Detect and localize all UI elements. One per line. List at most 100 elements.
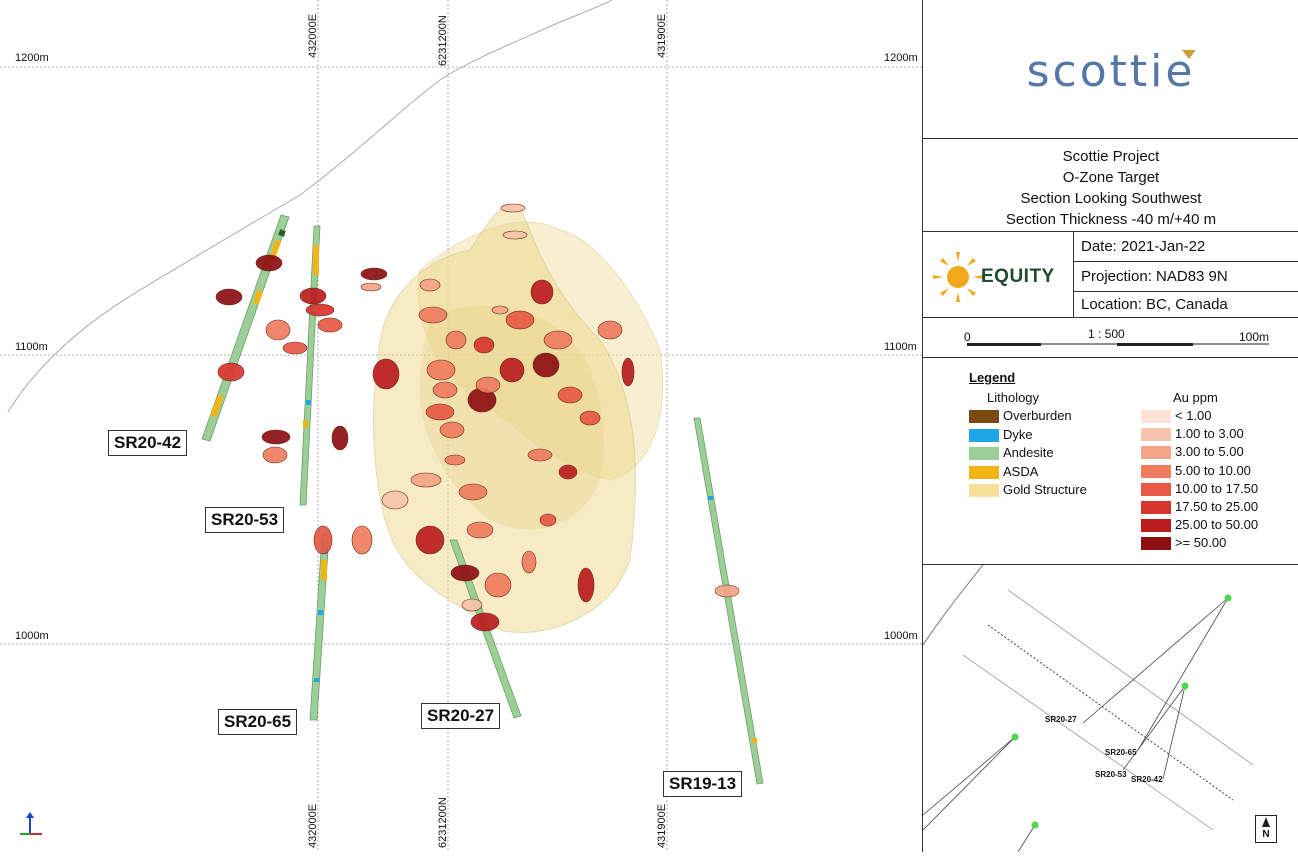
au-label: 5.00 to 10.00 — [1175, 462, 1251, 478]
assay-disc — [502, 230, 528, 240]
assay-disc — [445, 330, 467, 350]
au-swatch — [1141, 537, 1171, 551]
assay-disc — [530, 279, 554, 305]
assay-disc — [505, 310, 535, 330]
inset-label-sr20-42: SR20-42 — [1131, 775, 1163, 784]
scottie-logo: scottie — [1026, 46, 1196, 97]
au-swatch — [1141, 410, 1171, 424]
au-label: 1.00 to 3.00 — [1175, 426, 1244, 442]
coord-label-432000e-bottom: 432000E — [307, 803, 319, 848]
scale-end: 100m — [1239, 330, 1270, 344]
assay-disc — [714, 584, 740, 598]
assay-disc — [521, 550, 537, 574]
au-swatch — [1141, 501, 1171, 515]
assay-disc — [372, 358, 400, 390]
inset-label-sr20-65: SR20-65 — [1105, 748, 1137, 757]
hole-label-sr20-42: SR20-42 — [108, 430, 188, 456]
coord-label-6231200n-top: 6231200N — [437, 15, 449, 66]
assay-disc — [466, 521, 494, 539]
hole-label-sr19-13: SR19-13 — [663, 771, 743, 797]
inset-label-sr20-27: SR20-27 — [1045, 715, 1077, 724]
scale-start: 0 — [964, 330, 971, 344]
sun-logo-icon — [933, 252, 983, 302]
lithology-title: Lithology — [987, 390, 1040, 405]
au-item: 17.50 to 25.00 — [1141, 499, 1259, 515]
assay-disc — [527, 448, 553, 462]
assay-disc — [313, 525, 333, 555]
elevation-label-1200-left: 1200m — [15, 52, 49, 64]
title-line-3: Section Looking Southwest — [1020, 190, 1202, 207]
assay-disc — [539, 513, 557, 527]
legend-title: Legend — [969, 370, 1016, 385]
au-swatch — [1141, 446, 1171, 460]
coord-label-6231200n-bottom: 6231200N — [437, 797, 449, 848]
inset-collar-icon — [1224, 594, 1232, 602]
scale-ratio: 1 : 500 — [1088, 327, 1125, 341]
assay-disc — [215, 288, 243, 306]
lithology-label: ASDA — [1003, 463, 1039, 479]
assay-disc — [418, 306, 448, 324]
assay-disc — [543, 330, 573, 350]
logo-accent-icon — [1182, 50, 1196, 59]
assay-disc — [491, 305, 509, 315]
title-line-1: Scottie Project — [1062, 148, 1160, 165]
assay-disc — [500, 203, 526, 213]
assay-disc — [557, 386, 583, 404]
hole-trace-sr19-13 — [693, 417, 764, 785]
assay-disc — [532, 352, 560, 378]
north-arrow-icon: N — [1255, 815, 1277, 843]
title-box: Scottie Project O-Zone Target Section Lo… — [923, 139, 1298, 232]
assay-disc — [499, 357, 525, 383]
assay-disc — [217, 362, 245, 382]
au-label: >= 50.00 — [1175, 535, 1227, 551]
lithology-swatch — [969, 428, 999, 442]
inset-collar-icon — [1181, 682, 1189, 690]
lithology-label: Overburden — [1003, 408, 1072, 423]
date-field: Date: 2021-Jan-22 — [1073, 232, 1298, 262]
topography-line — [7, 0, 613, 413]
scale-bar — [967, 343, 1269, 346]
lithology-item: Andesite — [969, 445, 1054, 461]
coord-label-432000e-top: 432000E — [307, 13, 319, 58]
assay-disc — [381, 490, 409, 510]
assay-disc — [426, 359, 456, 381]
company-box — [923, 232, 1298, 318]
hole-label-sr20-65: SR20-65 — [218, 709, 298, 735]
au-item: < 1.00 — [1141, 408, 1212, 424]
assay-disc — [299, 287, 327, 305]
lithology-swatch — [969, 447, 999, 461]
title-panel: scottie Scottie Project O-Zone Target Se… — [922, 0, 1298, 852]
inset-collar-icon — [1011, 733, 1019, 741]
lithology-label: Andesite — [1003, 445, 1054, 460]
north-label: N — [1262, 829, 1270, 840]
au-item: 1.00 to 3.00 — [1141, 426, 1244, 442]
assay-disc — [305, 303, 335, 317]
au-label: 17.50 to 25.00 — [1175, 499, 1259, 514]
assay-disc — [419, 278, 441, 292]
au-title: Au ppm — [1173, 390, 1218, 405]
gold-structure — [373, 203, 664, 633]
lithology-label: Gold Structure — [1003, 482, 1087, 497]
lithology-swatch — [969, 484, 999, 498]
au-item: 3.00 to 5.00 — [1141, 444, 1244, 460]
assay-disc — [458, 483, 488, 501]
hole-label-sr20-53: SR20-53 — [205, 507, 285, 533]
elevation-label-1200-right: 1200m — [884, 52, 918, 64]
assay-disc — [351, 525, 373, 555]
assay-disc — [261, 429, 291, 445]
lithology-swatch — [969, 465, 999, 479]
assay-disc — [439, 421, 465, 439]
assay-disc — [470, 612, 500, 632]
title-line-4: Section Thickness -40 m/+40 m — [1005, 211, 1217, 228]
au-item: 5.00 to 10.00 — [1141, 463, 1251, 478]
assay-disc — [450, 564, 480, 582]
assay-disc — [282, 341, 308, 355]
assay-disc — [461, 598, 483, 612]
assay-disc — [432, 381, 458, 399]
assay-disc — [558, 464, 578, 480]
au-swatch — [1141, 428, 1171, 442]
au-swatch — [1141, 482, 1171, 496]
title-line-2: O-Zone Target — [1062, 169, 1160, 186]
au-label: 3.00 to 5.00 — [1175, 444, 1244, 460]
au-label: 25.00 to 50.00 — [1175, 517, 1259, 533]
